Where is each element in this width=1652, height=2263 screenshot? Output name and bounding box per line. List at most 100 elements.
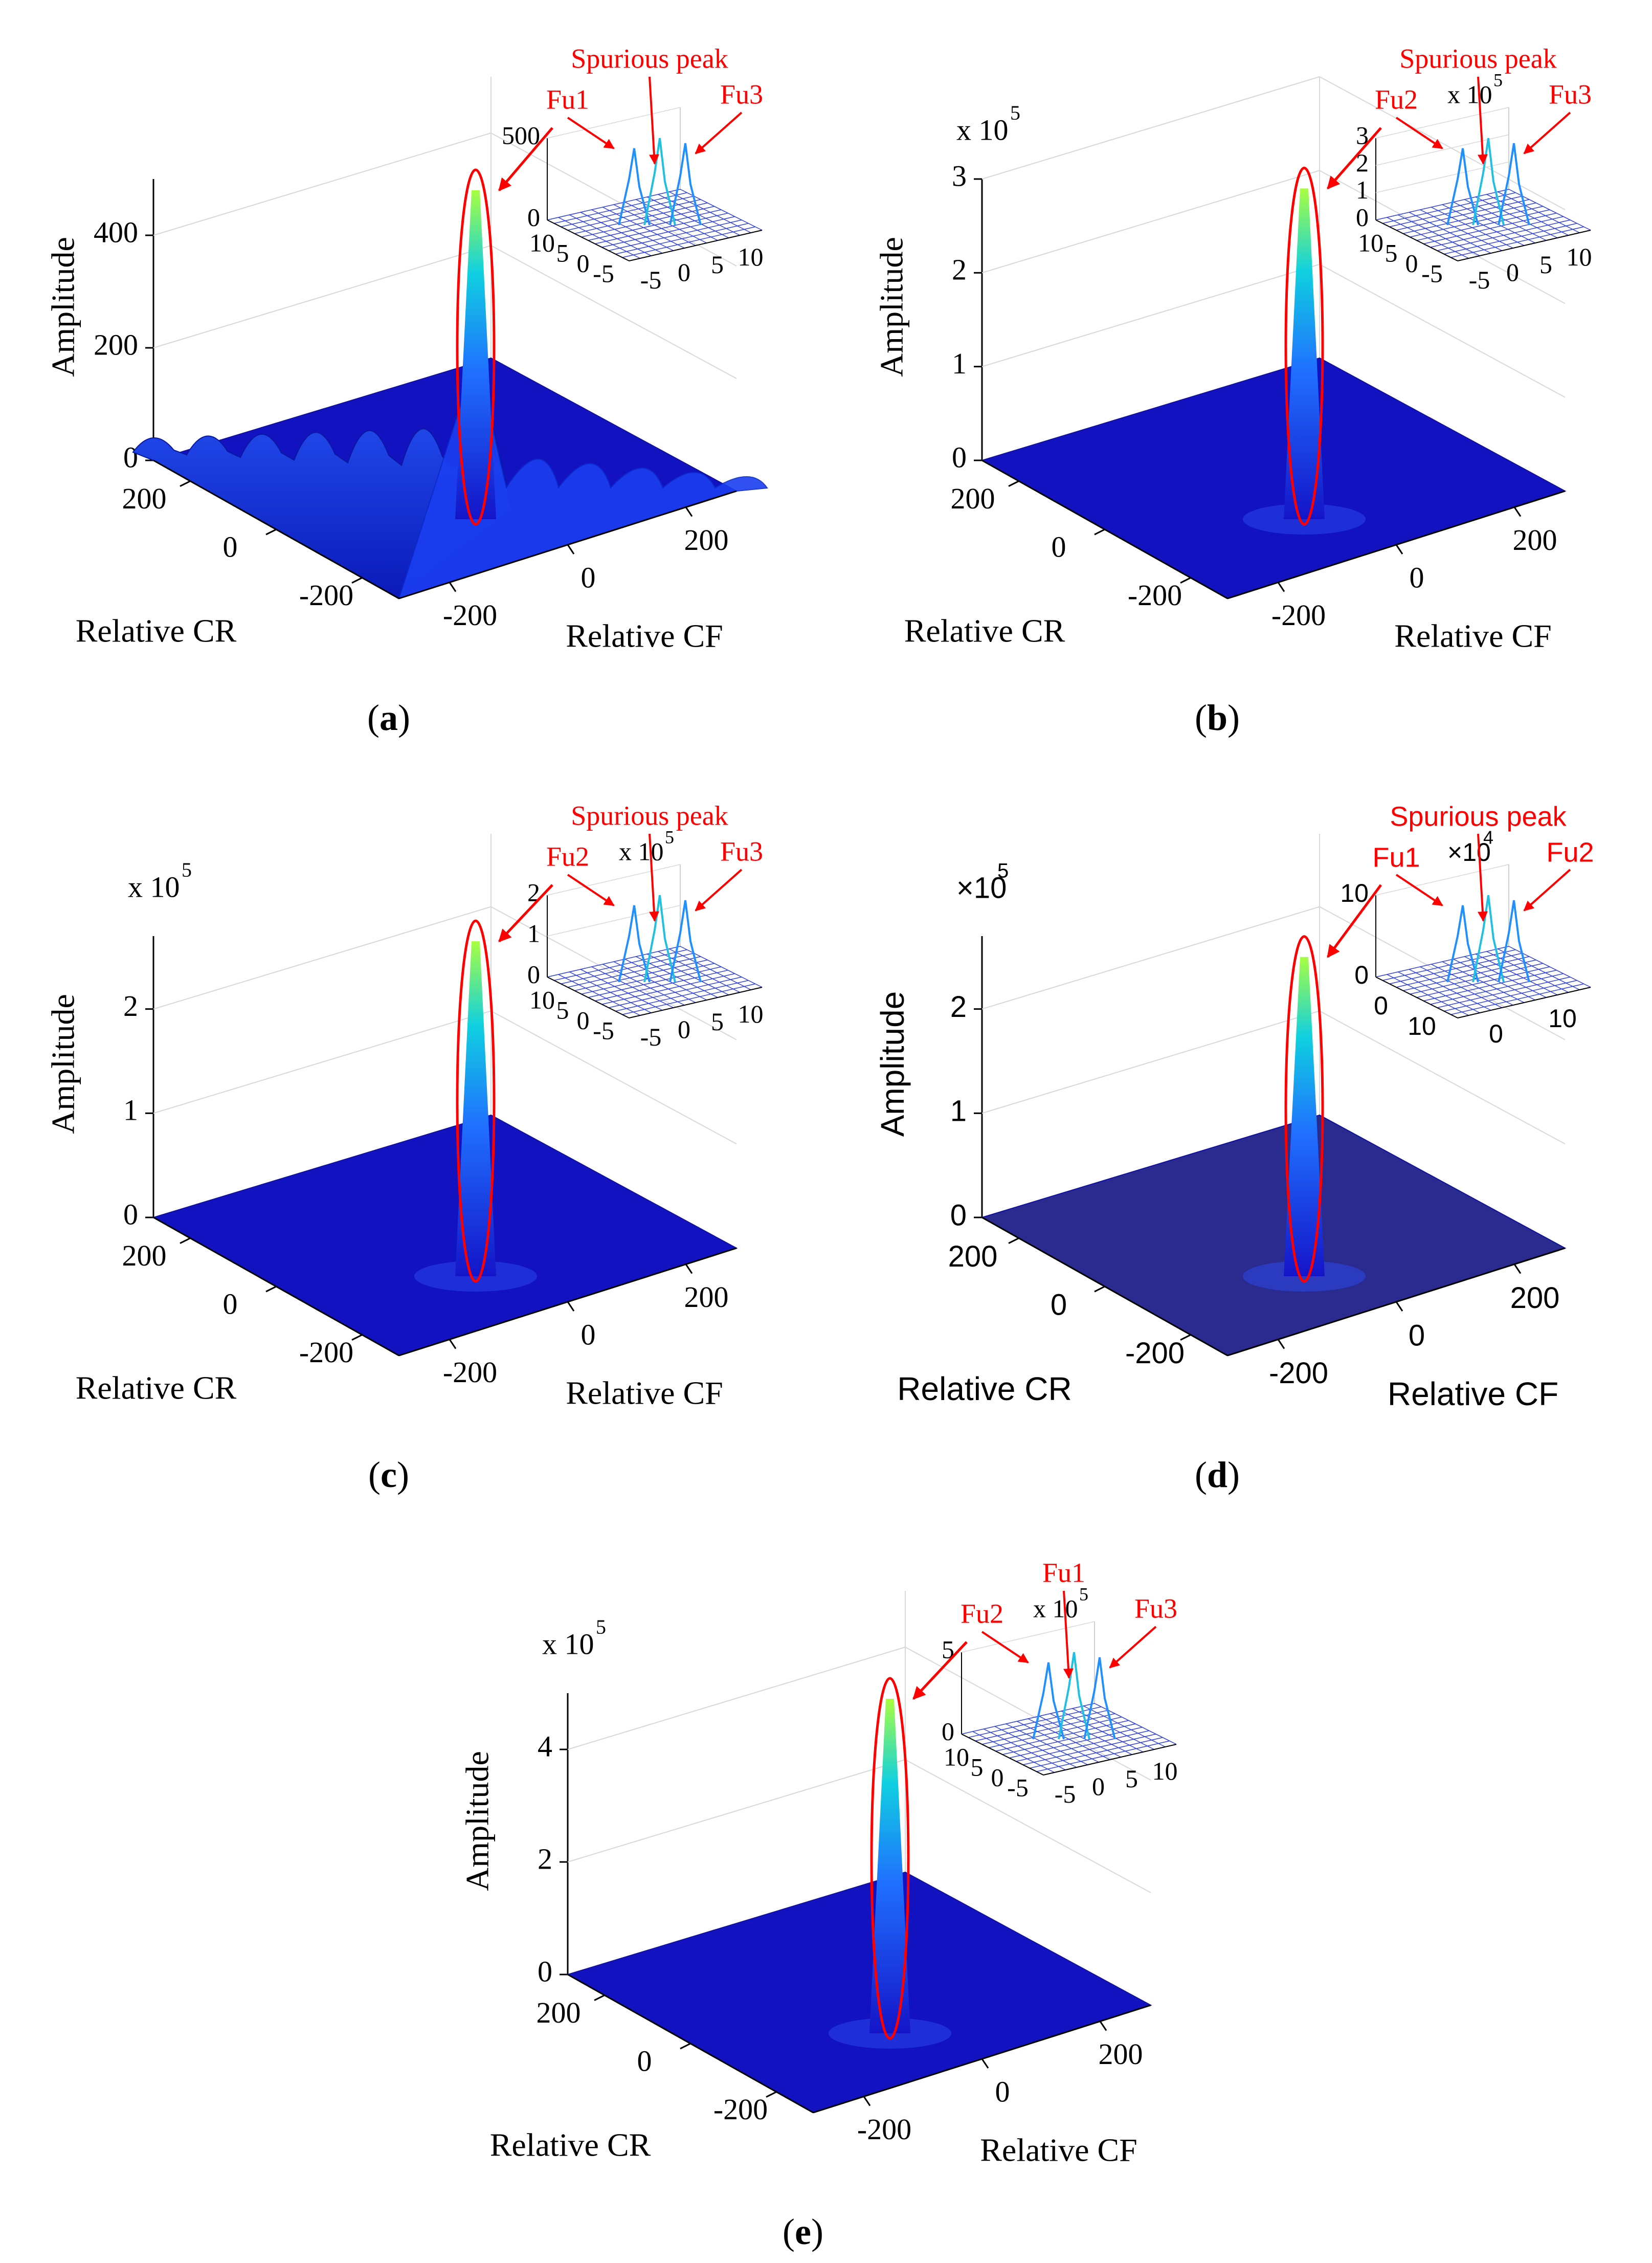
z-gridline-right bbox=[490, 906, 737, 1040]
cr-tick-label: -200 bbox=[299, 1336, 353, 1369]
annotation-arrow bbox=[1395, 874, 1443, 906]
inset-mesh-line bbox=[601, 216, 735, 248]
cf-axis-line bbox=[1227, 490, 1566, 600]
inset-cr-tick-label: -5 bbox=[1007, 1773, 1029, 1802]
cr-tick bbox=[180, 480, 191, 487]
cf-tick bbox=[449, 582, 457, 592]
inset-cf-tick-label: 0 bbox=[1506, 258, 1519, 286]
cr-axis-label: Relative CR bbox=[76, 1370, 237, 1406]
surface-floor bbox=[566, 1871, 1152, 2114]
inset-cf-tick-label: -5 bbox=[640, 1023, 662, 1051]
exponent-power: 5 bbox=[182, 858, 192, 881]
inset-annotation: Spurious peak bbox=[571, 800, 728, 831]
inset-cf-tick-label: 10 bbox=[738, 242, 764, 271]
cf-axis-label: Relative CF bbox=[566, 618, 723, 654]
z-tick-label: 1 bbox=[952, 347, 967, 380]
cf-tick-label: 200 bbox=[1099, 2037, 1143, 2071]
cf-axis-line bbox=[813, 2004, 1151, 2114]
exponent-label: x 10 bbox=[542, 1627, 594, 1660]
inset-annotation: Fu3 bbox=[720, 79, 763, 109]
z-gridline-left bbox=[981, 906, 1320, 1010]
inset-peak bbox=[1058, 1652, 1090, 1740]
cf-tick-label: -200 bbox=[857, 2113, 911, 2146]
inset-peak bbox=[1472, 895, 1505, 983]
inset-cf-tick-label: 0 bbox=[678, 1015, 690, 1044]
cr-tick-label: -200 bbox=[299, 579, 353, 612]
cr-tick bbox=[680, 2043, 691, 2050]
panel-label: (b) bbox=[1195, 697, 1240, 738]
annotation-arrow bbox=[567, 874, 615, 906]
cf-tick-label: -200 bbox=[443, 598, 497, 632]
z-gridline-left bbox=[153, 132, 492, 236]
inset-cf-axis bbox=[1457, 987, 1591, 1018]
inset-mesh-line bbox=[601, 973, 735, 1005]
inset-exponent-label: x 10 bbox=[1033, 1594, 1078, 1623]
surface-peak bbox=[1284, 957, 1325, 1276]
inset-z-tick-label: 0 bbox=[1354, 961, 1369, 989]
inset-cf-tick-label: 5 bbox=[1539, 250, 1552, 279]
inset-exponent-power: 5 bbox=[1079, 1584, 1088, 1604]
amplitude-axis-label: Amplitude bbox=[45, 994, 81, 1134]
z-tick-label: 0 bbox=[123, 440, 138, 474]
inset-z-tick-label: 5 bbox=[942, 1635, 954, 1663]
cf-tick bbox=[685, 1263, 693, 1274]
annotation-arrow bbox=[567, 117, 615, 149]
z-gridline-left bbox=[153, 245, 492, 348]
inset-z-tick-label: 0 bbox=[942, 1717, 954, 1745]
inset-cr-tick-label: 0 bbox=[577, 249, 590, 277]
cr-tick-label: 0 bbox=[1052, 530, 1066, 563]
inset-annotation: Fu3 bbox=[1549, 79, 1592, 109]
exponent-label: x 10 bbox=[956, 113, 1009, 146]
inset-cr-tick-label: -5 bbox=[1421, 259, 1443, 287]
inset-cf-tick-label: -5 bbox=[1055, 1780, 1076, 1808]
inset-cr-axis bbox=[1375, 977, 1458, 1018]
inset-peak bbox=[669, 900, 702, 983]
cf-tick-label: 200 bbox=[684, 523, 729, 557]
inset-cr-tick-label: 5 bbox=[556, 995, 569, 1024]
cr-tick bbox=[351, 577, 363, 584]
inset-z-tick-label: 2 bbox=[527, 878, 540, 906]
z-tick-label: 3 bbox=[952, 159, 967, 192]
inset-mesh-line bbox=[1430, 216, 1564, 248]
amplitude-axis-label: Amplitude bbox=[45, 237, 81, 377]
z-tick-label: 0 bbox=[952, 440, 967, 474]
inset-z-tick-label: 500 bbox=[502, 121, 540, 149]
z-gridline-right bbox=[1319, 263, 1566, 398]
cf-tick bbox=[1513, 1263, 1522, 1274]
inset-peak bbox=[1083, 1657, 1116, 1740]
cr-tick-label: 0 bbox=[223, 530, 238, 563]
cr-tick-label: -200 bbox=[1125, 1337, 1185, 1370]
cf-axis-line bbox=[398, 490, 737, 600]
cr-tick-label: 200 bbox=[122, 1239, 167, 1272]
panel-label: (d) bbox=[1195, 1454, 1240, 1495]
panel-d: 0 1 2 200 0 -200 -200 0 200 Amplitude Relative CR R… bbox=[874, 801, 1594, 1495]
z-gridline-left bbox=[981, 1010, 1320, 1114]
z-gridline-right bbox=[490, 132, 737, 267]
cr-tick-label: 200 bbox=[951, 482, 995, 515]
inset-peak bbox=[1498, 900, 1530, 983]
inset-z-tick-label: 0 bbox=[527, 203, 540, 231]
annotation-arrow bbox=[1523, 112, 1571, 154]
z-tick-label: 0 bbox=[538, 1955, 552, 1988]
inset-peak bbox=[643, 138, 676, 226]
panel-e: 0 2 4 200 0 -200 -200 0 200 Amplitude Relative CR R… bbox=[459, 1557, 1178, 2252]
z-gridline-right bbox=[490, 1010, 737, 1145]
z-gridline-left bbox=[981, 76, 1320, 180]
z-gridline-left bbox=[153, 906, 492, 1010]
cf-axis-label: Relative CF bbox=[566, 1375, 723, 1411]
z-tick-label: 4 bbox=[538, 1729, 552, 1763]
inset-cr-tick-label: 10 bbox=[1408, 1012, 1436, 1040]
cr-tick bbox=[265, 1285, 277, 1293]
cf-tick-label: -200 bbox=[1271, 598, 1326, 632]
inset-mesh-line bbox=[1497, 948, 1580, 990]
inset-cf-tick-label: -5 bbox=[640, 265, 662, 294]
inset-mesh-line bbox=[1423, 212, 1557, 245]
inset-cf-tick-label: 0 bbox=[678, 258, 690, 286]
inset-cf-axis bbox=[1457, 230, 1591, 261]
inset-mesh-line bbox=[1028, 1718, 1110, 1760]
surface-peak bbox=[1284, 188, 1325, 519]
inset-z-tick-label: 10 bbox=[1340, 879, 1369, 907]
inset-z-gridline bbox=[547, 905, 681, 937]
